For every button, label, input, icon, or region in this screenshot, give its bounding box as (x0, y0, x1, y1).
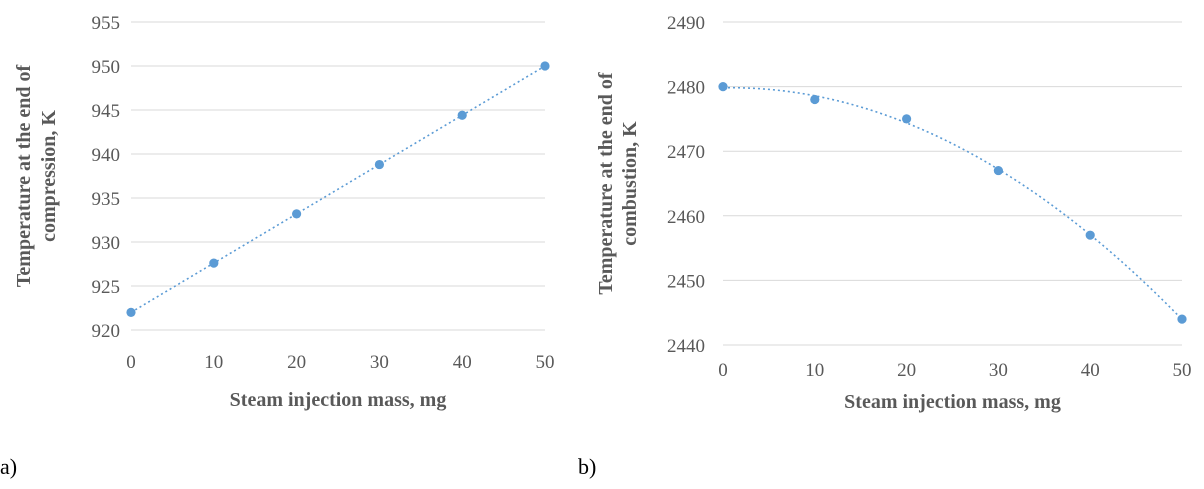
data-point (292, 209, 302, 219)
x-tick-label: 0 (718, 360, 728, 381)
y-tick-label: 945 (92, 101, 121, 122)
y-tick-label: 935 (92, 189, 121, 210)
x-tick-label: 50 (1173, 360, 1192, 381)
data-point (126, 307, 136, 317)
y-tick-label: 930 (92, 233, 121, 254)
y-tick-label: 2460 (667, 207, 705, 228)
x-tick-label: 50 (536, 352, 555, 373)
y-tick-label: 2480 (667, 78, 705, 99)
panel-label: b) (578, 454, 596, 479)
data-point (1085, 230, 1095, 240)
y-axis-title-line: Temperature at the end of (13, 65, 35, 288)
data-point (718, 82, 728, 92)
y-tick-label: 950 (92, 57, 121, 78)
x-axis-title: Steam injection mass, mg (230, 389, 447, 411)
data-point (540, 61, 550, 71)
data-point (374, 159, 384, 170)
y-axis-title-line: Temperature at the end of (595, 72, 617, 295)
y-tick-label: 2440 (667, 336, 705, 357)
data-point (993, 165, 1004, 176)
data-point (1177, 314, 1187, 324)
y-axis-title-line: combustion, K (619, 121, 641, 246)
y-tick-label: 2450 (667, 271, 705, 292)
chart-a: 920 925 930 935 940 945 950 955 0 10 20 30 40 50 Steam… (0, 13, 555, 479)
x-tick-label: 20 (897, 360, 916, 381)
x-tick-label: 20 (287, 352, 306, 373)
x-tick-label: 40 (1081, 360, 1100, 381)
x-tick-label: 10 (204, 352, 223, 373)
x-tick-label: 0 (126, 352, 136, 373)
trendline (722, 86, 1183, 320)
y-tick-label: 2490 (667, 13, 705, 34)
chart-b: 2440 2450 2460 2470 2480 2490 0 10 20 30 40 50 Steam… (578, 13, 1192, 479)
data-point (209, 258, 219, 268)
y-tick-label: 2470 (667, 142, 705, 163)
x-tick-label: 10 (805, 360, 824, 381)
y-tick-label: 955 (92, 13, 121, 34)
y-tick-label: 925 (92, 277, 121, 298)
panel-label: a) (0, 454, 17, 479)
data-point (902, 114, 912, 124)
x-tick-label: 30 (370, 352, 389, 373)
x-axis-title: Steam injection mass, mg (844, 391, 1061, 413)
y-axis-title-line: compression, K (38, 110, 60, 242)
trendline (130, 65, 546, 314)
x-tick-label: 30 (989, 360, 1008, 381)
data-point (810, 94, 820, 105)
data-point (457, 110, 467, 120)
y-tick-label: 940 (92, 145, 121, 166)
x-tick-label: 40 (453, 352, 472, 373)
y-tick-label: 920 (92, 321, 121, 342)
